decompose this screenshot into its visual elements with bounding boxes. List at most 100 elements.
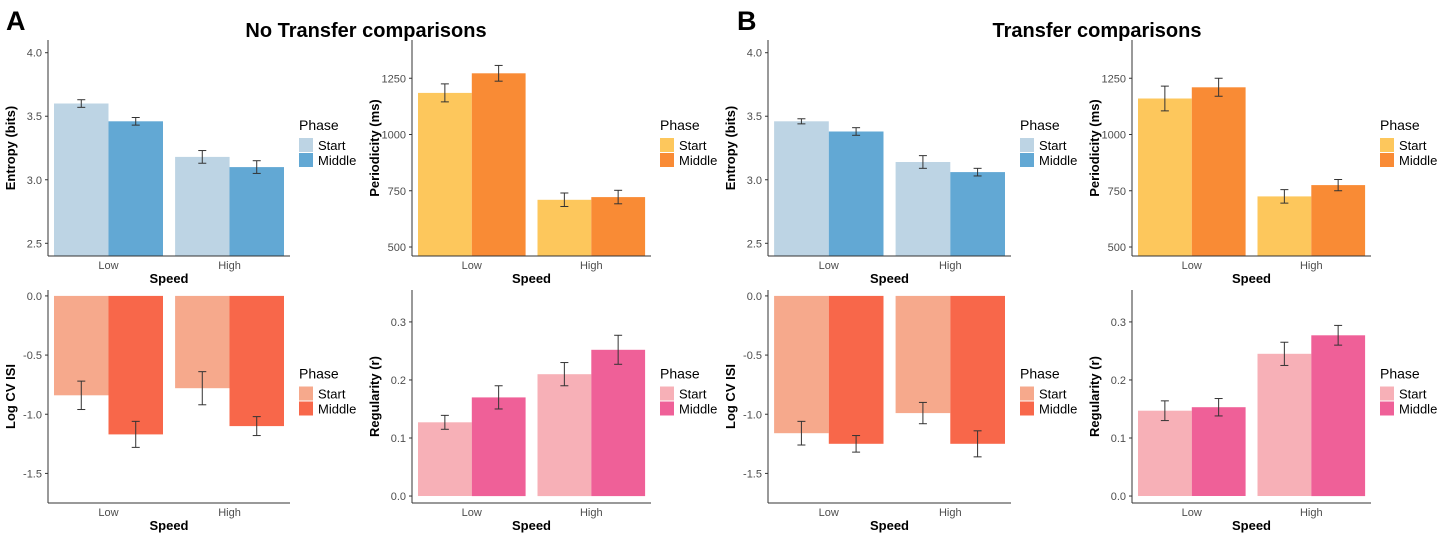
section-title-a: No Transfer comparisons bbox=[245, 20, 486, 42]
section-letter-b: B bbox=[737, 6, 757, 36]
x-axis-label: Speed bbox=[512, 518, 551, 533]
bar-start-high bbox=[537, 199, 592, 257]
y-tick-label: 0.2 bbox=[391, 375, 406, 387]
error-bar-middle-low bbox=[494, 385, 503, 410]
bar-middle-high bbox=[1311, 185, 1366, 256]
legend-swatch-middle bbox=[660, 153, 674, 167]
x-tick-label-low: Low bbox=[1182, 507, 1202, 519]
x-tick-label-low: Low bbox=[819, 260, 839, 272]
legend-label-middle: Middle bbox=[679, 153, 717, 168]
legend-swatch-start bbox=[1380, 386, 1394, 401]
error-bar-start-high bbox=[1280, 341, 1289, 366]
bar-start-low bbox=[418, 92, 472, 257]
legend-swatch-start bbox=[1380, 138, 1394, 152]
y-axis-label: Periodicity (ms) bbox=[1087, 99, 1102, 197]
legend-label-middle: Middle bbox=[1039, 153, 1077, 168]
chart-A-entropy: Low High 2.5 3.0 3.5 4.0 Entropy (bits) Speed Ph… bbox=[3, 40, 356, 286]
legend-label-middle: Middle bbox=[318, 402, 356, 417]
y-tick-label: 0.3 bbox=[391, 317, 406, 329]
legend-label-start: Start bbox=[679, 387, 707, 402]
error-bar-middle-low bbox=[1214, 77, 1223, 97]
bar-middle-high bbox=[1311, 335, 1366, 497]
y-tick-label: 1250 bbox=[382, 73, 406, 85]
x-tick-label-low: Low bbox=[98, 507, 118, 519]
legend-swatch-middle bbox=[299, 401, 313, 416]
error-bar-middle-high bbox=[1334, 179, 1343, 192]
bar-start-high bbox=[1257, 196, 1312, 256]
y-tick-label: 0.1 bbox=[391, 433, 406, 445]
y-tick-label: 750 bbox=[1108, 186, 1126, 198]
y-tick-label: 500 bbox=[388, 242, 406, 254]
x-axis-label: Speed bbox=[149, 271, 188, 286]
legend-swatch-start bbox=[299, 386, 313, 401]
error-bar-start-low bbox=[440, 83, 449, 103]
error-bar-start-low bbox=[797, 118, 806, 125]
legend-swatch-middle bbox=[1380, 401, 1394, 416]
legend-title: Phase bbox=[299, 117, 339, 133]
y-tick-label: -1.0 bbox=[23, 409, 42, 421]
error-bar-start-low bbox=[1160, 85, 1169, 112]
error-bar-start-low bbox=[797, 420, 806, 446]
legend-label-start: Start bbox=[1039, 387, 1067, 402]
bar-start-high bbox=[175, 156, 230, 256]
error-bar-start-low bbox=[1160, 400, 1169, 422]
legend-swatch-start bbox=[660, 386, 674, 401]
y-tick-label: -0.5 bbox=[23, 350, 42, 362]
y-tick-label: -1.5 bbox=[743, 468, 762, 480]
chart-B-periodicity: Low High 500 750 1000 1250 Periodicity (ms) Spe… bbox=[1087, 40, 1437, 286]
bar-start-low bbox=[54, 103, 109, 256]
legend-label-start: Start bbox=[1399, 387, 1427, 402]
legend-swatch-start bbox=[1020, 386, 1034, 401]
error-bar-start-high bbox=[560, 362, 569, 387]
error-bar-middle-high bbox=[252, 416, 261, 437]
chart-B-cvisi: Low High 0.0 -0.5 -1.0 -1.5 Log CV ISI Speed Pha… bbox=[723, 290, 1077, 533]
legend-swatch-start bbox=[1020, 138, 1034, 152]
error-bar-start-low bbox=[77, 380, 86, 411]
error-bar-start-high bbox=[560, 192, 569, 207]
x-tick-label-low: Low bbox=[462, 260, 482, 272]
bar-middle-high bbox=[950, 172, 1005, 256]
y-axis-label: Periodicity (ms) bbox=[367, 99, 382, 197]
legend-title: Phase bbox=[1020, 366, 1060, 382]
legend-swatch-start bbox=[660, 138, 674, 152]
bar-middle-high bbox=[229, 295, 284, 427]
x-tick-label-high: High bbox=[1300, 507, 1323, 519]
bar-middle-low bbox=[108, 295, 163, 435]
y-tick-label: 0.3 bbox=[1111, 317, 1126, 329]
legend-title: Phase bbox=[660, 117, 700, 133]
section-title-b: Transfer comparisons bbox=[993, 20, 1202, 42]
legend-swatch-middle bbox=[1020, 401, 1034, 416]
bar-start-low bbox=[1138, 98, 1192, 256]
error-bar-middle-high bbox=[973, 430, 982, 458]
y-tick-label: 0.0 bbox=[391, 491, 406, 503]
y-tick-label: 0.2 bbox=[1111, 375, 1126, 387]
error-bar-middle-high bbox=[614, 189, 623, 205]
x-axis-label: Speed bbox=[870, 271, 909, 286]
bar-start-low bbox=[418, 422, 472, 496]
bar-middle-high bbox=[950, 295, 1005, 444]
x-tick-label-high: High bbox=[218, 260, 241, 272]
bar-start-low bbox=[774, 121, 829, 256]
bar-middle-low bbox=[1191, 407, 1246, 496]
y-tick-label: 2.5 bbox=[27, 238, 42, 250]
error-bar-middle-low bbox=[852, 127, 861, 136]
bar-middle-high bbox=[591, 197, 646, 256]
x-axis-label: Speed bbox=[1232, 518, 1271, 533]
legend-swatch-middle bbox=[660, 401, 674, 416]
error-bar-start-low bbox=[440, 414, 449, 430]
y-axis-label: Log CV ISI bbox=[723, 364, 738, 429]
y-tick-label: 3.0 bbox=[747, 175, 762, 187]
legend-swatch-middle bbox=[299, 153, 313, 167]
y-axis-label: Log CV ISI bbox=[3, 364, 18, 429]
x-axis-label: Speed bbox=[512, 271, 551, 286]
y-axis-label: Regularity (r) bbox=[367, 356, 382, 437]
error-bar-middle-high bbox=[252, 160, 261, 174]
legend-label-middle: Middle bbox=[318, 153, 356, 168]
bar-middle-low bbox=[828, 295, 884, 444]
legend-title: Phase bbox=[299, 366, 339, 382]
chart-A-cvisi: Low High 0.0 -0.5 -1.0 -1.5 Log CV ISI Speed Pha… bbox=[3, 290, 356, 533]
error-bar-start-high bbox=[198, 371, 207, 406]
